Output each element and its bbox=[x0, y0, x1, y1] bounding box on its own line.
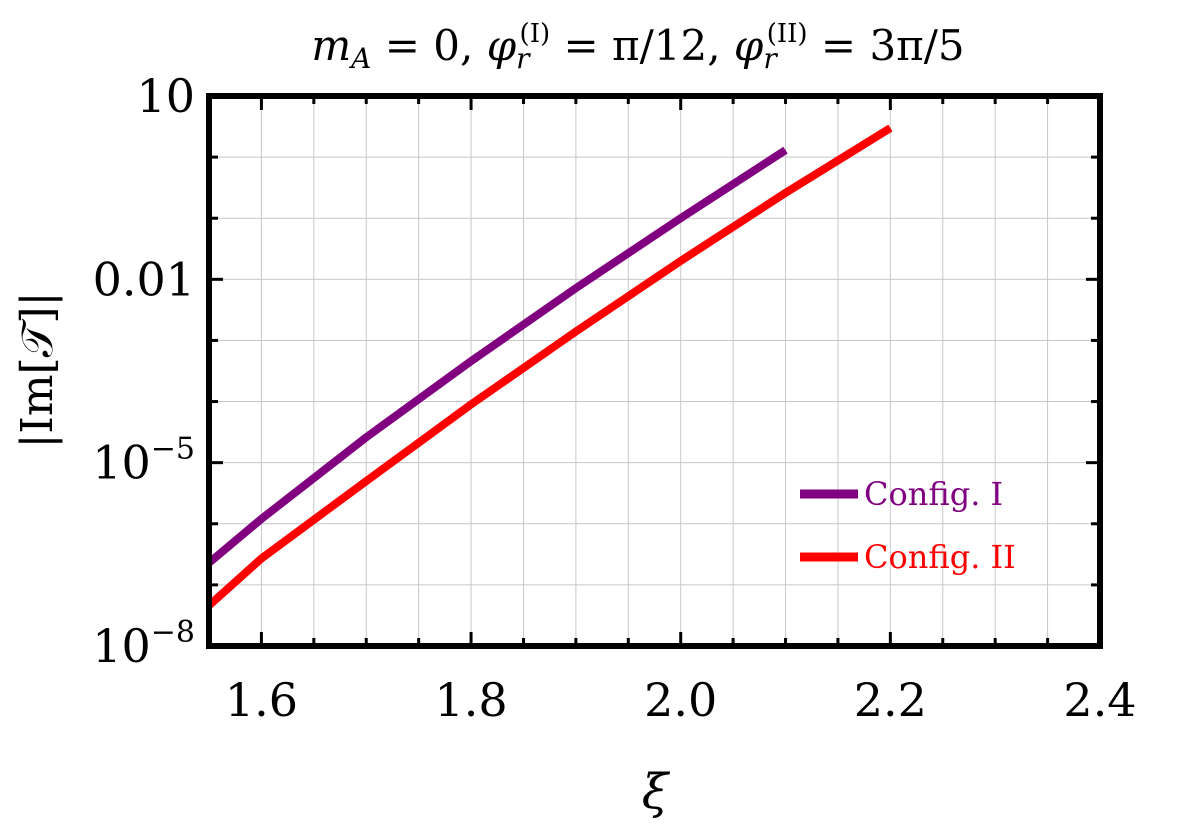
y-tick-label-base: 10 bbox=[92, 436, 151, 490]
y-tick-label-base: 10 bbox=[92, 619, 151, 673]
series-line-config-i bbox=[206, 146, 788, 566]
title-eq-zero: = 0, bbox=[371, 21, 486, 70]
title-phi1-sup: (I) bbox=[520, 19, 551, 49]
series-layer bbox=[206, 124, 893, 609]
legend-label-config-i: Config. I bbox=[864, 475, 1003, 513]
plot-frame bbox=[206, 93, 1103, 649]
x-tick-label: 2.0 bbox=[644, 673, 717, 727]
y-tick-label: 10 bbox=[136, 69, 195, 123]
x-tick-label: 2.4 bbox=[1063, 673, 1136, 727]
title-phi2-val: = 3π/5 bbox=[808, 21, 965, 70]
y-tick-label: 10−5 bbox=[92, 432, 195, 490]
y-axis-label: |Im[𝒯]| bbox=[12, 292, 63, 449]
x-tick-label: 1.8 bbox=[434, 673, 507, 727]
title-phi1: φ bbox=[487, 21, 517, 70]
series-line-config-ii bbox=[206, 124, 893, 609]
y-tick-label: 10−8 bbox=[92, 615, 195, 673]
title-phi1-r: r bbox=[516, 42, 531, 75]
x-tick-label: 1.6 bbox=[225, 673, 298, 727]
title-m: m bbox=[311, 21, 351, 70]
title-phi2-sup: (II) bbox=[767, 19, 808, 49]
title-phi2: φ bbox=[734, 21, 764, 70]
y-tick-label: 0.01 bbox=[93, 252, 195, 306]
x-axis-label: ξ bbox=[642, 764, 671, 820]
y-tick-label-exponent: −8 bbox=[151, 615, 195, 650]
legend-label-config-ii: Config. II bbox=[864, 538, 1016, 576]
title-phi2-r: r bbox=[763, 42, 778, 75]
title-phi1-val: = π/12, bbox=[550, 21, 734, 70]
y-tick-label-exponent: −5 bbox=[151, 432, 195, 467]
title-m-sub: A bbox=[348, 42, 371, 75]
x-tick-label: 2.2 bbox=[854, 673, 927, 727]
legend: Config. I Config. II bbox=[800, 475, 1016, 576]
chart-title: mA = 0, φr(I) = π/12, φr(II) = 3π/5 bbox=[311, 19, 964, 75]
